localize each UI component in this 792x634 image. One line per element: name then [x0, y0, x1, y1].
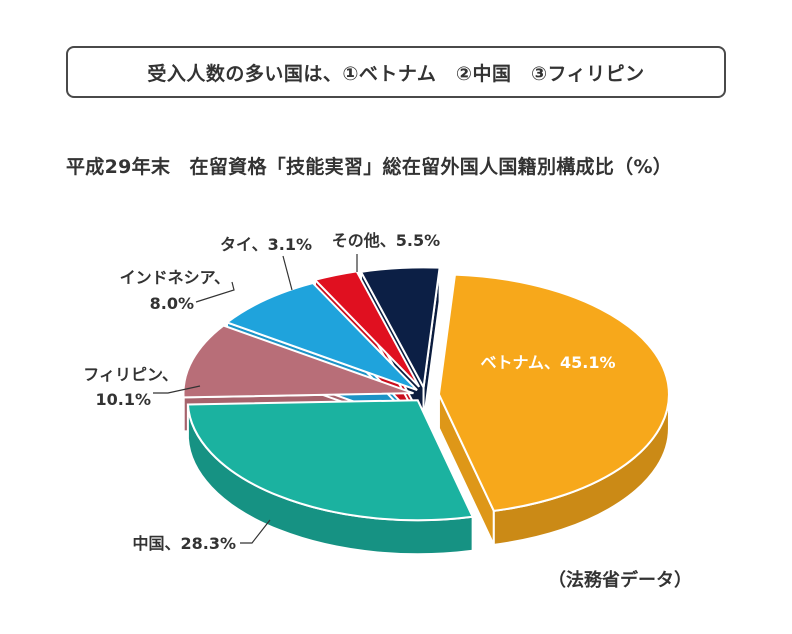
pie-slice-ベトナム: [437, 273, 670, 512]
pie-slice-フィリピン: [182, 324, 414, 399]
slice-label-others: その他、5.5%: [332, 231, 440, 250]
leader-line-china: [240, 519, 271, 544]
leader-line-philippines: [153, 385, 201, 394]
headline-text: 受入人数の多い国は、①ベトナム ②中国 ③フィリピン: [147, 62, 645, 85]
slice-label-thailand: タイ、3.1%: [220, 235, 312, 254]
slice-label-china: 中国、28.3%: [132, 534, 236, 553]
headline-box: 受入人数の多い国は、①ベトナム ②中国 ③フィリピン: [66, 46, 726, 98]
pie-slice-インドネシア: [225, 281, 418, 391]
pie-slice-その他: [359, 266, 441, 391]
slice-label-philippines-name: フィリピン、: [83, 365, 178, 384]
leader-line-indonesia: [195, 281, 235, 303]
slice-label-vietnam: ベトナム、45.1%: [480, 353, 615, 372]
source-note: （法務省データ）: [548, 570, 692, 591]
slice-label-indonesia-value: 8.0%: [150, 294, 194, 313]
leader-line-thailand: [282, 255, 293, 291]
slice-label-philippines-value: 10.1%: [95, 390, 151, 409]
slice-label-indonesia-name: インドネシア、: [120, 268, 230, 287]
chart-title: 平成29年末 在留資格「技能実習」総在留外国人国籍別構成比（%）: [66, 156, 673, 178]
pie-slice-中国: [186, 399, 475, 522]
